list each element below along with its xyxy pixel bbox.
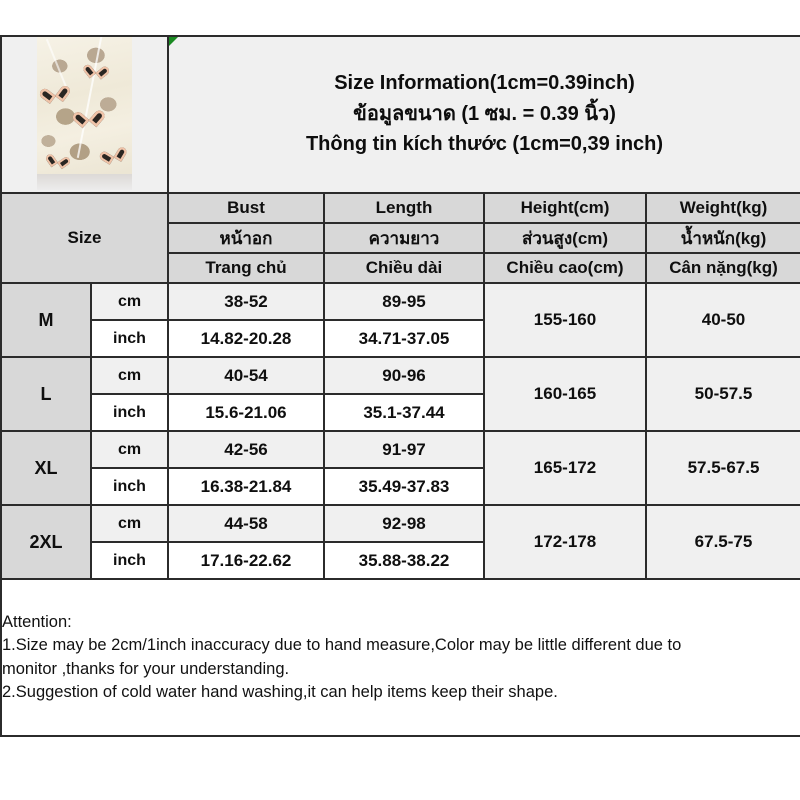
unit-label-cm: cm <box>90 356 169 395</box>
height-2xl: 172-178 <box>483 504 647 580</box>
banner-row: Size Information(1cm=0.39inch) ข้อมูลขนา… <box>0 35 800 194</box>
product-image <box>37 38 132 190</box>
attention-heading: Attention: <box>2 612 72 631</box>
attention-row: Attention: 1.Size may be 2cm/1inch inacc… <box>0 578 800 737</box>
unit-label-cm: cm <box>90 282 169 321</box>
col-header-bust-vi: Trang chủ <box>167 252 325 284</box>
col-header-bust-th: หน้าอก <box>167 222 325 254</box>
bust-inch-m: 14.82-20.28 <box>167 319 325 358</box>
table-row: M cm 38-52 89-95 155-160 40-50 <box>0 282 800 358</box>
header-row-en: Size Bust Length Height(cm) Weight(kg) <box>0 192 800 284</box>
product-thumbnail-cell <box>0 35 169 194</box>
weight-m: 40-50 <box>644 282 800 358</box>
col-header-length-en: Length <box>323 192 485 224</box>
table-row: XL cm 42-56 91-97 165-172 57.5-67.5 <box>0 430 800 506</box>
size-column-header: Size <box>0 192 169 284</box>
table-row: inch 14.82-20.28 34.71-37.05 <box>1 319 800 358</box>
attention-cell: Attention: 1.Size may be 2cm/1inch inacc… <box>0 578 800 737</box>
col-header-weight-th: น้ำหนัก(kg) <box>644 222 800 254</box>
title-line-vi: Thông tin kích thước (1cm=0,39 inch) <box>305 133 664 156</box>
attention-line-1: 1.Size may be 2cm/1inch inaccuracy due t… <box>2 636 682 655</box>
bust-cm-xl: 42-56 <box>167 430 325 469</box>
heart-motif <box>44 80 65 99</box>
header-row-vi: Trang chủ Chiều dài Chiều cao(cm) Cân nặ… <box>1 252 800 284</box>
product-thumbnail <box>3 38 166 191</box>
unit-label-inch: inch <box>90 541 169 580</box>
fabric-fold <box>76 38 104 159</box>
garment-hem <box>37 174 132 190</box>
col-header-weight-en: Weight(kg) <box>644 192 800 224</box>
bust-cm-m: 38-52 <box>167 282 325 321</box>
bust-inch-xl: 16.38-21.84 <box>167 467 325 506</box>
bust-inch-l: 15.6-21.06 <box>167 393 325 432</box>
green-corner-marker-icon <box>170 38 178 46</box>
title-line-en: Size Information(1cm=0.39inch) <box>334 72 635 95</box>
bust-cm-l: 40-54 <box>167 356 325 395</box>
chart-title: Size Information(1cm=0.39inch) ข้อมูลขนา… <box>170 72 799 157</box>
col-header-length-vi: Chiều dài <box>323 252 485 284</box>
col-header-height-vi: Chiều cao(cm) <box>483 252 647 284</box>
unit-label-inch: inch <box>90 467 169 506</box>
table-row: inch 16.38-21.84 35.49-37.83 <box>1 467 800 506</box>
size-label-l: L <box>0 356 92 432</box>
height-l: 160-165 <box>483 356 647 432</box>
col-header-length-th: ความยาว <box>323 222 485 254</box>
attention-line-1-cont: monitor ,thanks for your understanding. <box>2 659 290 678</box>
bust-cm-2xl: 44-58 <box>167 504 325 543</box>
length-inch-l: 35.1-37.44 <box>323 393 485 432</box>
unit-label-inch: inch <box>90 393 169 432</box>
heart-motif <box>50 149 67 165</box>
unit-label-inch: inch <box>90 319 169 358</box>
weight-2xl: 67.5-75 <box>644 504 800 580</box>
bust-inch-2xl: 17.16-22.62 <box>167 541 325 580</box>
col-header-weight-vi: Cân nặng(kg) <box>644 252 800 284</box>
length-inch-m: 34.71-37.05 <box>323 319 485 358</box>
unit-label-cm: cm <box>90 430 169 469</box>
weight-l: 50-57.5 <box>644 356 800 432</box>
header-row-th: หน้าอก ความยาว ส่วนสูง(cm) น้ำหนัก(kg) <box>1 222 800 254</box>
length-inch-xl: 35.49-37.83 <box>323 467 485 506</box>
table-row: inch 17.16-22.62 35.88-38.22 <box>1 541 800 580</box>
length-cm-2xl: 92-98 <box>323 504 485 543</box>
col-header-height-en: Height(cm) <box>483 192 647 224</box>
height-xl: 165-172 <box>483 430 647 506</box>
attention-line-2: 2.Suggestion of cold water hand washing,… <box>2 682 558 701</box>
table-row: 2XL cm 44-58 92-98 172-178 67.5-75 <box>0 504 800 580</box>
length-cm-l: 90-96 <box>323 356 485 395</box>
size-chart-table: Size Information(1cm=0.39inch) ข้อมูลขนา… <box>0 35 800 737</box>
length-inch-2xl: 35.88-38.22 <box>323 541 485 580</box>
heart-motif <box>78 104 99 123</box>
weight-xl: 57.5-67.5 <box>644 430 800 506</box>
table-row: inch 15.6-21.06 35.1-37.44 <box>1 393 800 432</box>
col-header-height-th: ส่วนสูง(cm) <box>483 222 647 254</box>
unit-label-cm: cm <box>90 504 169 543</box>
heart-motif <box>102 142 122 161</box>
col-header-bust-en: Bust <box>167 192 325 224</box>
chart-title-cell: Size Information(1cm=0.39inch) ข้อมูลขนา… <box>166 35 800 194</box>
size-label-xl: XL <box>0 430 92 506</box>
length-cm-xl: 91-97 <box>323 430 485 469</box>
size-label-m: M <box>0 282 92 358</box>
length-cm-m: 89-95 <box>323 282 485 321</box>
size-label-2xl: 2XL <box>0 504 92 580</box>
height-m: 155-160 <box>483 282 647 358</box>
title-line-th: ข้อมูลขนาด (1 ซม. = 0.39 นิ้ว) <box>353 102 616 125</box>
table-row: L cm 40-54 90-96 160-165 50-57.5 <box>0 356 800 432</box>
heart-motif <box>88 59 106 75</box>
